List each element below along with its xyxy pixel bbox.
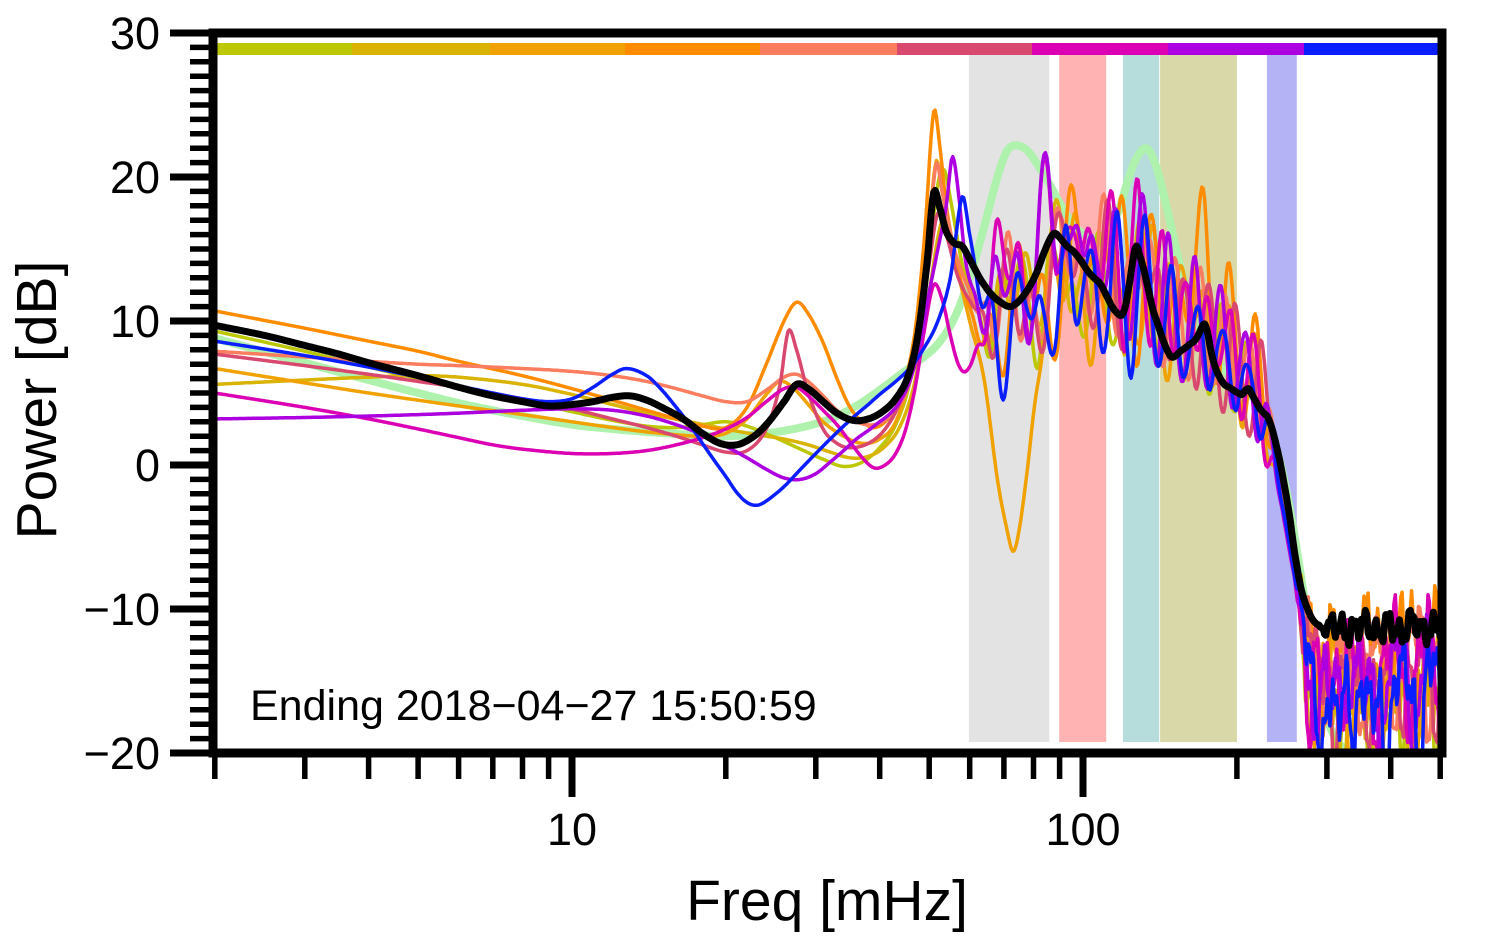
y-axis-label: Power [dB] [5, 261, 69, 540]
ending-annotation: Ending 2018−04−27 15:50:59 [250, 682, 817, 730]
colorbar-segment-5 [760, 43, 897, 55]
colorbar-segment-2 [352, 43, 490, 55]
curve-mean-spectrum [213, 187, 1442, 649]
band-lavender [1266, 52, 1297, 742]
curves-layer [213, 108, 1442, 753]
axis-ticks [170, 29, 1443, 797]
colorbar-segment-8 [1168, 43, 1304, 55]
x-tick-label: 100 [1045, 804, 1120, 855]
y-tick-label: 10 [110, 296, 160, 347]
band-olive [1160, 52, 1237, 742]
x-tick-label: 10 [547, 804, 597, 855]
y-tick-label: 20 [110, 152, 160, 203]
y-tick-label: −20 [84, 728, 160, 779]
curve-smoothed-spectrum [213, 141, 1349, 753]
curve-segment-7-magenta [213, 154, 1442, 753]
y-tick-label: −10 [84, 584, 160, 635]
colorbar-segment-6 [897, 43, 1032, 55]
x-axis-label: Freq [mHz] [686, 869, 968, 933]
colorbar-segment-9 [1304, 43, 1442, 55]
y-tick-label: 30 [110, 8, 160, 59]
colorbar-segment-1 [213, 43, 352, 55]
y-tick-label: 0 [135, 440, 160, 491]
band-pink [1059, 52, 1107, 742]
colorbar-segment-4 [625, 43, 760, 55]
curve-segment-6-rose [213, 198, 1442, 753]
colorbar-segment-3 [490, 43, 625, 55]
colorbar-segment-7 [1032, 43, 1168, 55]
